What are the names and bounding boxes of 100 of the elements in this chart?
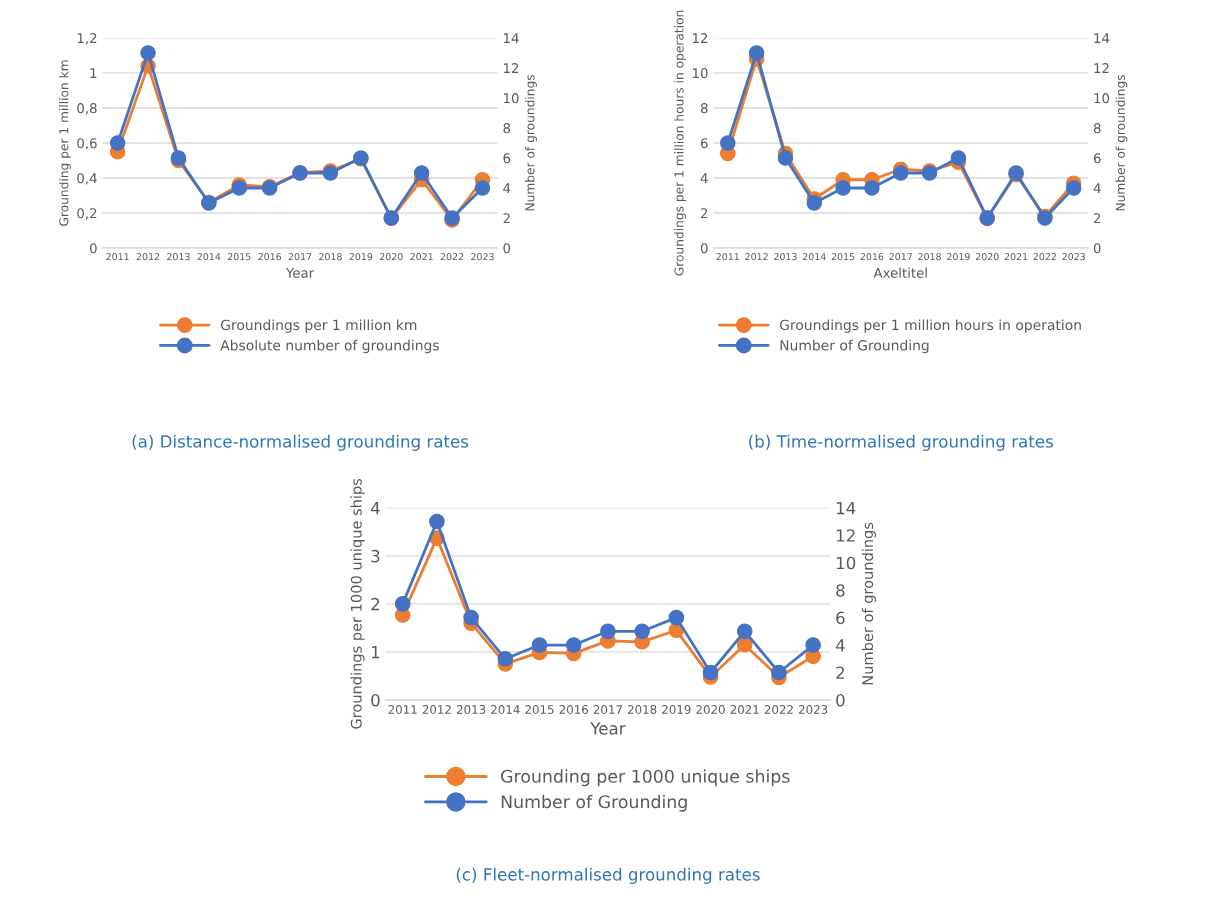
x-tick-label: 2012	[745, 253, 768, 261]
y2-tick-label: 12	[503, 63, 519, 73]
x-tick-label: 2020	[696, 705, 725, 714]
x-tick-label: 2011	[716, 253, 739, 261]
y2-tick-label: 8	[503, 123, 511, 134]
x-tick-label: 2022	[764, 705, 793, 714]
legend-label: Number of Grounding	[780, 339, 929, 354]
y-tick-label: 10	[693, 68, 708, 79]
x-tick-label: 2011	[106, 253, 129, 261]
x-tick-label: 2023	[471, 253, 494, 261]
y-tick-label: 0,6	[77, 138, 97, 150]
y2-tick-label: 10	[1094, 93, 1110, 104]
y-tick-label: 12	[693, 33, 708, 43]
legend-label: Grounding per 1000 unique ships	[501, 769, 790, 787]
x-tick-label: 2017	[288, 253, 312, 261]
y-tick-label: 1	[371, 646, 380, 659]
x-tick-label: 2014	[197, 253, 221, 261]
y-axis-title: Grounding per 1 million km	[58, 60, 71, 226]
x-tick-label: 2023	[798, 705, 828, 714]
x-tick-label: 2014	[491, 705, 520, 714]
y2-axis-title: Number of groundings	[525, 74, 537, 211]
x-axis-title: Year	[285, 268, 315, 278]
x-tick-label: 2017	[889, 253, 912, 261]
y2-tick-label: 6	[1093, 153, 1101, 164]
x-tick-label: 2018	[627, 705, 657, 714]
x-tick-label: 2011	[388, 705, 417, 714]
y-tick-label: 0	[700, 243, 708, 254]
y2-tick-label: 2	[1093, 213, 1101, 224]
x-tick-label: 2018	[918, 253, 941, 261]
y2-tick-label: 10	[503, 93, 519, 104]
y2-tick-label: 14	[1094, 33, 1110, 43]
y2-tick-label: 2	[503, 213, 510, 224]
x-tick-label: 2019	[349, 253, 373, 261]
x-tick-label: 2013	[456, 705, 486, 714]
text: (a) Distance-normalised grounding rates	[132, 434, 469, 451]
x-tick-label: 2020	[379, 253, 403, 261]
x-tick-label: 2021	[1004, 253, 1028, 261]
legend-label: Number of Grounding	[501, 794, 687, 812]
x-tick-label: 2019	[947, 253, 970, 261]
legend-label: Groundings per 1 million km	[220, 319, 417, 333]
y-tick-label: 1	[90, 68, 97, 78]
y-tick-label: 6	[700, 138, 708, 149]
y-tick-label: 0,2	[77, 208, 97, 220]
x-tick-label: 2013	[167, 253, 190, 261]
y2-tick-label: 12	[836, 529, 855, 542]
x-tick-label: 2019	[662, 705, 691, 714]
y2-tick-label: 6	[836, 611, 845, 625]
y-tick-label: 1,2	[77, 33, 97, 45]
y-tick-label: 4	[370, 502, 380, 515]
y2-tick-label: 2	[836, 666, 845, 679]
y2-tick-label: 4	[1093, 183, 1101, 194]
y2-tick-label: 6	[503, 153, 511, 164]
x-axis-title: Year	[590, 722, 626, 735]
x-tick-label: 2013	[774, 253, 797, 261]
x-tick-label: 2021	[730, 705, 759, 714]
y2-tick-label: 0	[836, 693, 845, 707]
y-tick-label: 0,4	[77, 173, 97, 185]
y2-tick-label: 8	[836, 584, 845, 597]
x-tick-label: 2023	[1062, 253, 1085, 261]
y2-axis-title: Number of groundings	[861, 522, 876, 685]
y-tick-label: 0	[371, 693, 380, 707]
y2-tick-label: 4	[503, 183, 511, 194]
y-tick-label: 2	[700, 208, 708, 219]
text: (b) Time-normalised grounding rates	[749, 434, 1053, 451]
y2-axis-title: Number of groundings	[1115, 74, 1128, 211]
y2-tick-label: 10	[836, 556, 856, 570]
x-tick-label: 2012	[422, 705, 451, 714]
text: (c) Fleet-normalised grounding rates	[456, 867, 760, 884]
legend-label: Groundings per 1 million hours in operation	[779, 319, 1081, 333]
x-tick-label: 2021	[410, 253, 433, 261]
y2-tick-label: 14	[503, 33, 519, 43]
x-tick-label: 2012	[136, 253, 160, 261]
y2-tick-label: 8	[1093, 123, 1101, 134]
x-tick-label: 2017	[593, 705, 622, 714]
y-tick-label: 4	[700, 173, 708, 184]
x-tick-label: 2015	[227, 253, 251, 261]
x-tick-label: 2020	[975, 253, 999, 261]
y2-tick-label: 4	[835, 639, 845, 652]
x-tick-label: 2016	[258, 253, 282, 261]
x-tick-label: 2015	[525, 705, 554, 714]
y2-tick-label: 12	[1094, 63, 1109, 73]
x-axis-title: Axeltitel	[873, 267, 927, 278]
legend-label: Absolute number of groundings	[220, 339, 439, 354]
x-tick-label: 2016	[860, 253, 884, 261]
x-tick-label: 2016	[559, 705, 588, 714]
y2-tick-label: 0	[503, 243, 511, 254]
y-tick-label: 0	[89, 243, 97, 254]
x-tick-label: 2015	[831, 253, 855, 261]
x-tick-label: 2022	[440, 253, 464, 261]
y-axis-title: Groundings per 1000 unique ships	[350, 478, 365, 729]
x-tick-label: 2014	[802, 253, 826, 261]
y-tick-label: 8	[700, 103, 708, 114]
y-tick-label: 0,8	[77, 103, 97, 115]
y2-tick-label: 0	[1093, 243, 1101, 254]
x-tick-label: 2022	[1033, 253, 1056, 261]
x-tick-label: 2018	[319, 253, 342, 261]
y-axis-title: Groundings per 1 million hours in operation	[674, 10, 686, 276]
y2-tick-label: 14	[836, 502, 856, 515]
y-tick-label: 2	[371, 597, 380, 611]
y-tick-label: 3	[371, 549, 380, 563]
